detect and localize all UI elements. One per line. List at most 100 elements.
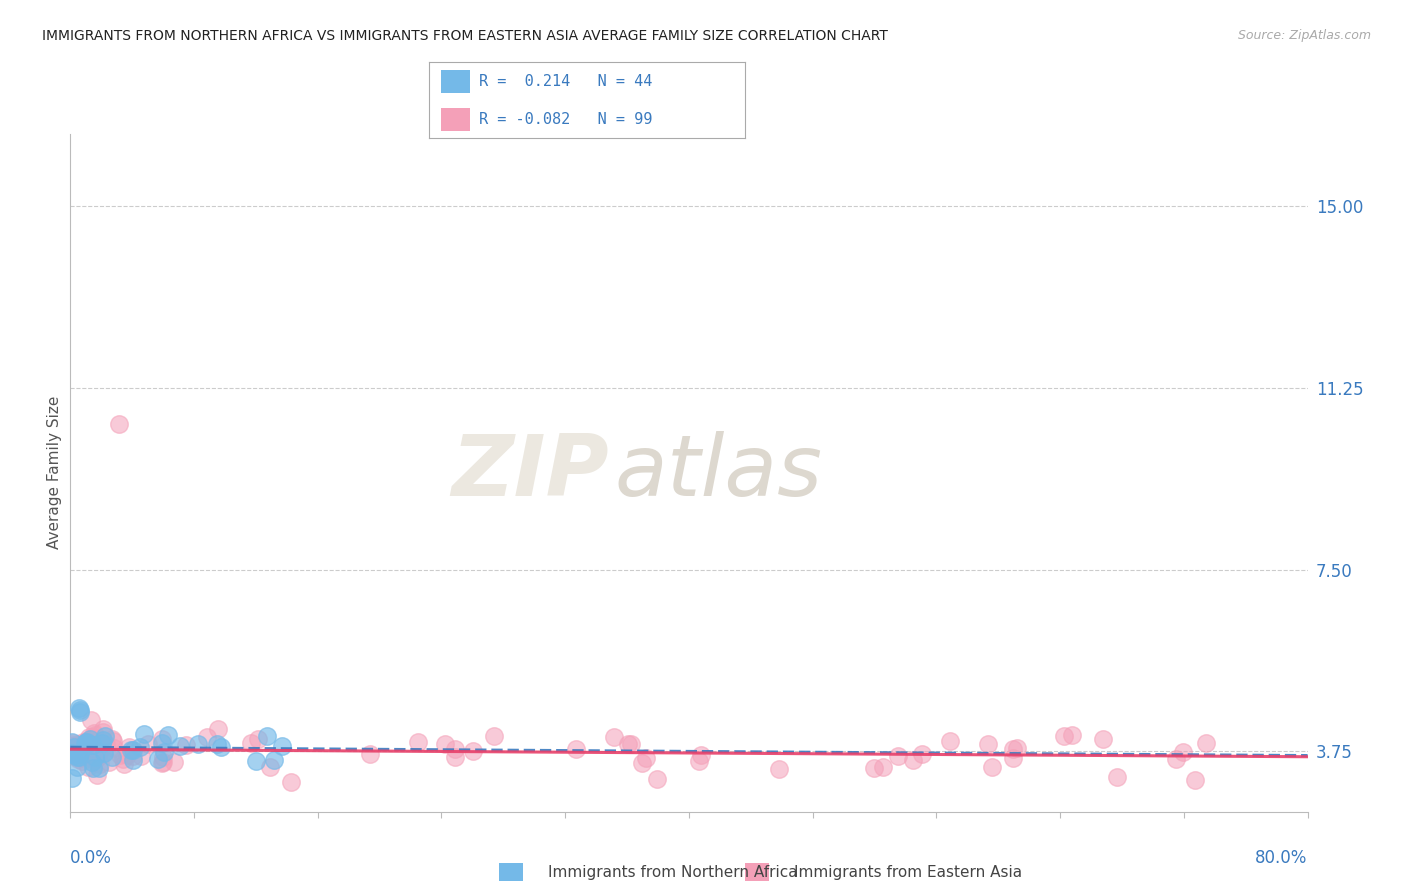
Point bbox=[406, 735, 429, 749]
Point bbox=[111, 752, 134, 766]
Point bbox=[73, 744, 96, 758]
Point bbox=[77, 730, 100, 744]
Point bbox=[163, 755, 186, 769]
Point bbox=[1062, 728, 1084, 742]
Point bbox=[69, 746, 91, 760]
Point bbox=[359, 747, 381, 761]
Point bbox=[79, 731, 101, 746]
Point bbox=[1164, 752, 1187, 766]
Point bbox=[77, 739, 100, 754]
Point bbox=[1001, 750, 1024, 764]
Point bbox=[87, 745, 110, 759]
Bar bbox=[441, 70, 470, 93]
Text: R = -0.082   N = 99: R = -0.082 N = 99 bbox=[479, 112, 652, 127]
Point bbox=[1002, 741, 1025, 756]
Text: Immigrants from Eastern Asia: Immigrants from Eastern Asia bbox=[794, 865, 1022, 880]
Point bbox=[565, 742, 588, 756]
Point bbox=[129, 748, 152, 763]
Point bbox=[76, 735, 98, 749]
Point bbox=[82, 755, 104, 769]
Point bbox=[634, 751, 657, 765]
Point bbox=[62, 747, 84, 762]
Point bbox=[195, 731, 218, 745]
Point bbox=[150, 736, 173, 750]
Point bbox=[84, 728, 107, 742]
Point bbox=[62, 736, 84, 750]
Point bbox=[901, 754, 924, 768]
Point bbox=[939, 733, 962, 747]
Point bbox=[69, 703, 91, 717]
Point bbox=[69, 741, 91, 756]
Point bbox=[1105, 770, 1128, 784]
Point bbox=[77, 732, 100, 747]
Y-axis label: Average Family Size: Average Family Size bbox=[46, 396, 62, 549]
Text: IMMIGRANTS FROM NORTHERN AFRICA VS IMMIGRANTS FROM EASTERN ASIA AVERAGE FAMILY S: IMMIGRANTS FROM NORTHERN AFRICA VS IMMIG… bbox=[42, 29, 889, 43]
Point bbox=[152, 750, 174, 764]
Point bbox=[60, 771, 83, 785]
Point bbox=[169, 739, 191, 753]
Point bbox=[82, 730, 104, 744]
Point bbox=[434, 737, 457, 751]
Point bbox=[122, 753, 145, 767]
Point bbox=[120, 743, 142, 757]
Point bbox=[67, 750, 90, 764]
Point bbox=[1053, 729, 1076, 743]
Point bbox=[83, 737, 105, 751]
Point bbox=[103, 741, 125, 756]
Point bbox=[80, 748, 103, 763]
Text: R =  0.214   N = 44: R = 0.214 N = 44 bbox=[479, 74, 652, 89]
Point bbox=[91, 733, 114, 747]
Point bbox=[89, 756, 111, 771]
Point bbox=[263, 753, 285, 767]
Point bbox=[187, 737, 209, 751]
Point bbox=[121, 743, 143, 757]
Point bbox=[101, 750, 124, 764]
Point bbox=[93, 729, 115, 743]
Point bbox=[89, 761, 111, 775]
Text: Source: ZipAtlas.com: Source: ZipAtlas.com bbox=[1237, 29, 1371, 42]
Point bbox=[630, 756, 652, 771]
Point bbox=[108, 417, 131, 432]
Point bbox=[72, 754, 94, 768]
Point bbox=[76, 744, 98, 758]
Point bbox=[60, 735, 83, 749]
Point bbox=[245, 754, 267, 768]
Point bbox=[66, 750, 89, 764]
Text: atlas: atlas bbox=[614, 431, 823, 515]
Point bbox=[67, 737, 90, 751]
Point bbox=[174, 738, 197, 752]
Point bbox=[90, 747, 112, 762]
Point bbox=[60, 747, 83, 761]
Point bbox=[1194, 736, 1216, 750]
Point bbox=[887, 748, 910, 763]
Point bbox=[75, 738, 97, 752]
Point bbox=[63, 739, 86, 754]
Point bbox=[862, 761, 884, 775]
Point bbox=[80, 744, 103, 758]
Point bbox=[66, 752, 89, 766]
Point bbox=[115, 748, 138, 763]
Point bbox=[63, 748, 86, 763]
Point bbox=[148, 752, 170, 766]
Point bbox=[82, 761, 104, 775]
Point bbox=[645, 772, 668, 786]
Point bbox=[101, 734, 124, 748]
Point bbox=[152, 755, 174, 769]
Point bbox=[152, 745, 174, 759]
Point bbox=[76, 735, 98, 749]
Point bbox=[108, 747, 131, 762]
Point bbox=[91, 722, 114, 736]
Point bbox=[75, 736, 97, 750]
Point bbox=[1184, 773, 1206, 788]
Point bbox=[112, 756, 135, 771]
Point bbox=[77, 760, 100, 774]
Point bbox=[688, 754, 710, 768]
Point bbox=[80, 713, 103, 727]
Point bbox=[62, 738, 84, 752]
Point bbox=[66, 760, 89, 774]
Point bbox=[86, 733, 108, 747]
Point bbox=[617, 738, 640, 752]
Point bbox=[83, 747, 105, 761]
Point bbox=[271, 739, 294, 753]
Point bbox=[256, 729, 278, 743]
